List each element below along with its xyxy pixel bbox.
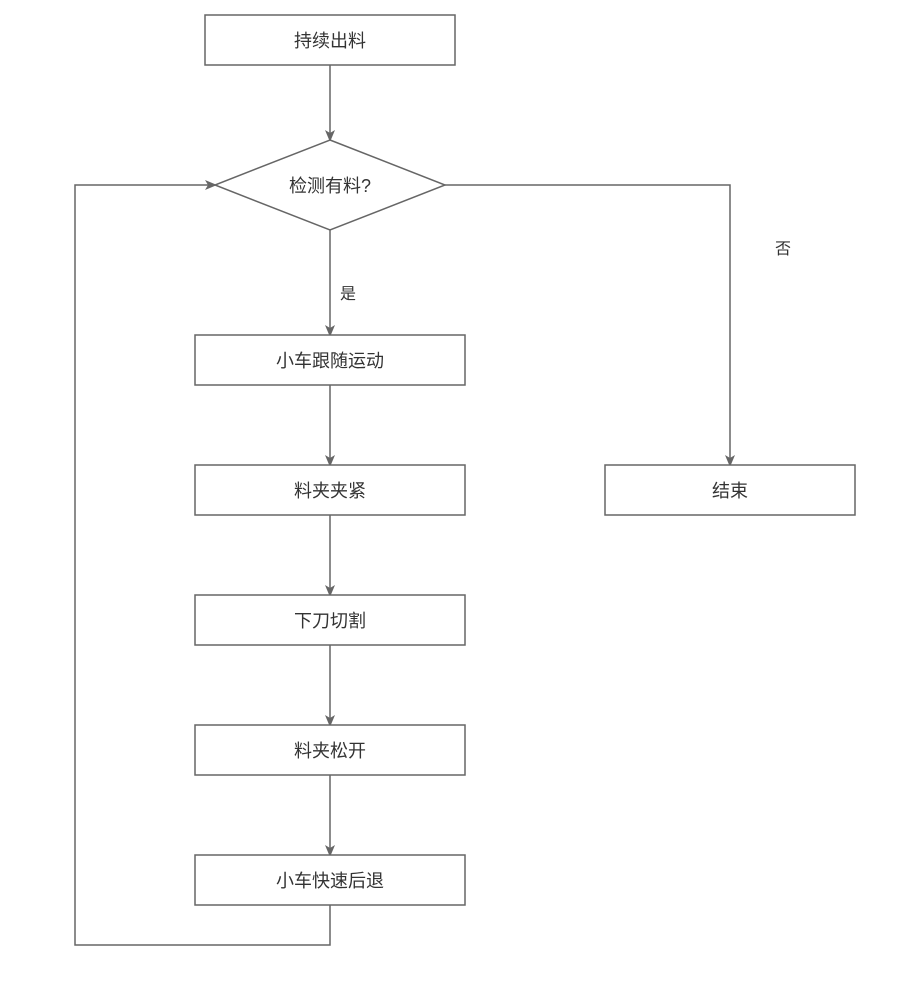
- edge-label: 否: [775, 235, 791, 259]
- node-label-n7: 小车快速后退: [276, 867, 384, 893]
- node-label-n8: 结束: [712, 477, 748, 503]
- edge-label: 是: [340, 280, 356, 304]
- node-label-n5: 下刀切割: [294, 607, 366, 633]
- node-label-n6: 料夹松开: [294, 737, 366, 763]
- edge: [445, 185, 730, 465]
- flowchart-canvas: [0, 0, 909, 1000]
- node-label-n3: 小车跟随运动: [276, 347, 384, 373]
- node-label-n4: 料夹夹紧: [294, 477, 366, 503]
- edge: [75, 185, 330, 945]
- node-label-n2: 检测有料?: [289, 172, 371, 198]
- node-label-n1: 持续出料: [294, 27, 366, 53]
